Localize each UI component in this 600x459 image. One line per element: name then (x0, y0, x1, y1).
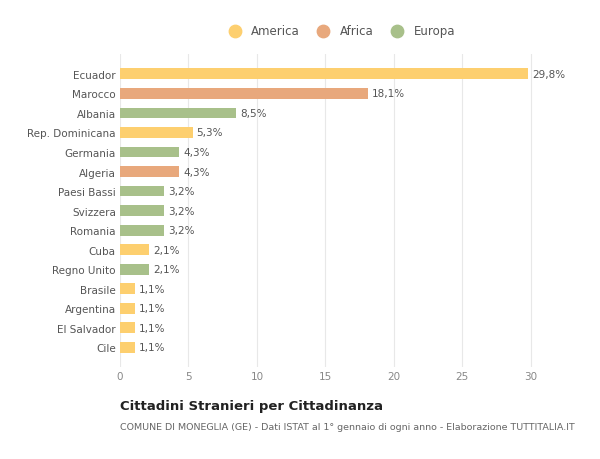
Bar (120, 206, 164, 217)
Text: 2,1%: 2,1% (153, 245, 179, 255)
Text: 18,1%: 18,1% (372, 89, 405, 99)
Text: 4,3%: 4,3% (183, 167, 209, 177)
Text: COMUNE DI MONEGLIA (GE) - Dati ISTAT al 1° gennaio di ogni anno - Elaborazione T: COMUNE DI MONEGLIA (GE) - Dati ISTAT al … (120, 422, 575, 431)
Text: 8,5%: 8,5% (241, 109, 267, 118)
Text: 1,1%: 1,1% (139, 304, 166, 313)
Text: 1,1%: 1,1% (139, 323, 166, 333)
Bar (120, 264, 149, 275)
Bar (120, 69, 528, 80)
Text: 2,1%: 2,1% (153, 265, 179, 274)
Bar (120, 89, 368, 100)
Bar (120, 128, 193, 139)
Bar (120, 303, 135, 314)
Bar (120, 284, 135, 295)
Bar (120, 186, 164, 197)
Bar (120, 147, 179, 158)
Bar (120, 342, 135, 353)
Text: 4,3%: 4,3% (183, 148, 209, 157)
Text: 1,1%: 1,1% (139, 284, 166, 294)
Text: 3,2%: 3,2% (168, 187, 194, 196)
Bar (120, 323, 135, 334)
Text: 5,3%: 5,3% (197, 128, 223, 138)
Text: Cittadini Stranieri per Cittadinanza: Cittadini Stranieri per Cittadinanza (120, 399, 383, 412)
Legend: America, Africa, Europa: America, Africa, Europa (218, 20, 460, 43)
Bar (120, 108, 236, 119)
Bar (120, 245, 149, 256)
Text: 29,8%: 29,8% (532, 70, 565, 79)
Bar (120, 167, 179, 178)
Text: 1,1%: 1,1% (139, 343, 166, 353)
Bar (120, 225, 164, 236)
Text: 3,2%: 3,2% (168, 206, 194, 216)
Text: 3,2%: 3,2% (168, 226, 194, 235)
